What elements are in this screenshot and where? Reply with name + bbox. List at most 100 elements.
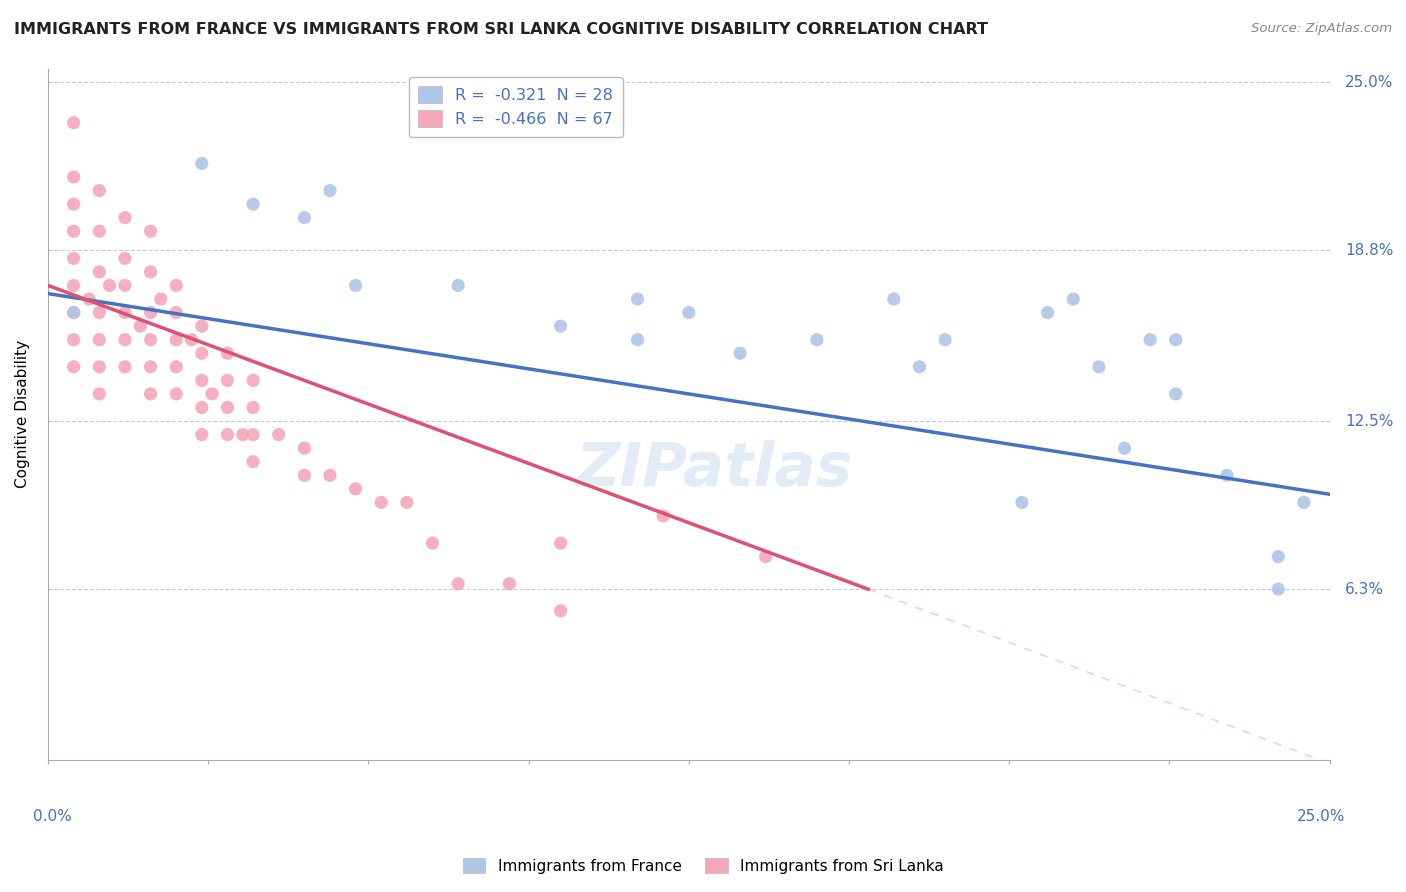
- Point: [191, 346, 214, 360]
- Point: [62, 169, 84, 184]
- Point: [242, 373, 264, 387]
- Point: [319, 184, 342, 198]
- Point: [242, 197, 264, 211]
- Point: [395, 495, 418, 509]
- Text: Source: ZipAtlas.com: Source: ZipAtlas.com: [1251, 22, 1392, 36]
- Point: [1267, 582, 1289, 596]
- Point: [1164, 333, 1187, 347]
- Point: [89, 184, 111, 198]
- Text: 12.5%: 12.5%: [1346, 414, 1393, 428]
- Point: [908, 359, 931, 374]
- Point: [62, 197, 84, 211]
- Point: [165, 305, 187, 319]
- Point: [129, 319, 152, 334]
- Point: [1114, 441, 1136, 455]
- Point: [114, 333, 136, 347]
- Point: [191, 319, 214, 334]
- Point: [62, 278, 84, 293]
- Point: [550, 319, 572, 334]
- Point: [626, 333, 648, 347]
- Point: [934, 333, 956, 347]
- Point: [114, 278, 136, 293]
- Point: [191, 373, 214, 387]
- Point: [77, 292, 100, 306]
- Point: [1062, 292, 1084, 306]
- Point: [165, 333, 187, 347]
- Point: [292, 468, 315, 483]
- Point: [1011, 495, 1033, 509]
- Text: 0.0%: 0.0%: [32, 809, 72, 824]
- Point: [191, 156, 214, 170]
- Point: [242, 455, 264, 469]
- Point: [1216, 468, 1239, 483]
- Point: [422, 536, 444, 550]
- Point: [1164, 387, 1187, 401]
- Point: [319, 468, 342, 483]
- Point: [98, 278, 121, 293]
- Legend: R =  -0.321  N = 28, R =  -0.466  N = 67: R = -0.321 N = 28, R = -0.466 N = 67: [409, 77, 623, 136]
- Point: [883, 292, 905, 306]
- Point: [139, 305, 162, 319]
- Point: [1139, 333, 1161, 347]
- Point: [139, 265, 162, 279]
- Point: [550, 536, 572, 550]
- Point: [114, 252, 136, 266]
- Text: ZIPatlas: ZIPatlas: [576, 440, 853, 500]
- Y-axis label: Cognitive Disability: Cognitive Disability: [15, 340, 30, 488]
- Point: [1292, 495, 1315, 509]
- Point: [62, 305, 84, 319]
- Point: [114, 305, 136, 319]
- Point: [652, 508, 675, 523]
- Point: [217, 427, 239, 442]
- Point: [678, 305, 700, 319]
- Text: 25.0%: 25.0%: [1296, 809, 1346, 824]
- Point: [62, 252, 84, 266]
- Point: [1088, 359, 1111, 374]
- Point: [62, 305, 84, 319]
- Point: [180, 333, 202, 347]
- Point: [139, 359, 162, 374]
- Point: [292, 441, 315, 455]
- Point: [89, 265, 111, 279]
- Point: [267, 427, 290, 442]
- Point: [201, 387, 224, 401]
- Point: [89, 387, 111, 401]
- Point: [755, 549, 778, 564]
- Point: [165, 359, 187, 374]
- Point: [62, 224, 84, 238]
- Point: [139, 333, 162, 347]
- Point: [242, 427, 264, 442]
- Point: [1036, 305, 1059, 319]
- Point: [139, 224, 162, 238]
- Point: [114, 359, 136, 374]
- Point: [806, 333, 828, 347]
- Point: [217, 401, 239, 415]
- Point: [165, 278, 187, 293]
- Text: 6.3%: 6.3%: [1346, 582, 1384, 597]
- Point: [89, 333, 111, 347]
- Point: [242, 401, 264, 415]
- Point: [217, 373, 239, 387]
- Point: [62, 116, 84, 130]
- Point: [191, 401, 214, 415]
- Point: [89, 359, 111, 374]
- Point: [149, 292, 172, 306]
- Point: [139, 387, 162, 401]
- Text: 18.8%: 18.8%: [1346, 243, 1393, 258]
- Text: IMMIGRANTS FROM FRANCE VS IMMIGRANTS FROM SRI LANKA COGNITIVE DISABILITY CORRELA: IMMIGRANTS FROM FRANCE VS IMMIGRANTS FRO…: [14, 22, 988, 37]
- Point: [498, 576, 520, 591]
- Point: [217, 346, 239, 360]
- Point: [550, 604, 572, 618]
- Text: 25.0%: 25.0%: [1346, 75, 1393, 89]
- Point: [165, 387, 187, 401]
- Point: [344, 482, 367, 496]
- Point: [626, 292, 648, 306]
- Point: [89, 224, 111, 238]
- Point: [114, 211, 136, 225]
- Point: [728, 346, 751, 360]
- Point: [62, 359, 84, 374]
- Point: [292, 211, 315, 225]
- Point: [447, 576, 470, 591]
- Point: [232, 427, 254, 442]
- Legend: Immigrants from France, Immigrants from Sri Lanka: Immigrants from France, Immigrants from …: [457, 852, 949, 880]
